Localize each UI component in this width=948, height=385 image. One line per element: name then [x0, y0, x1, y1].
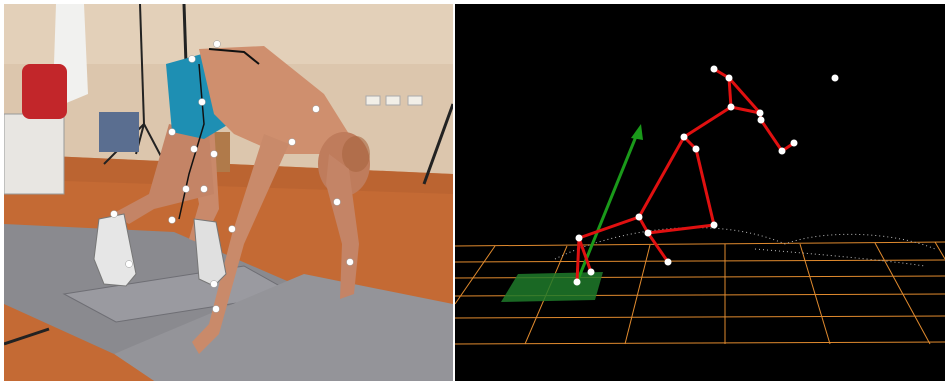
skeleton-joint — [727, 103, 735, 111]
skeleton-bone — [759, 119, 784, 152]
skeleton-joints — [573, 65, 839, 286]
skeleton-joint — [664, 258, 672, 266]
force-plate — [501, 272, 603, 302]
skeleton-joint — [710, 221, 718, 229]
skeleton-joint — [790, 139, 798, 147]
reflective-markers — [110, 40, 354, 313]
shoe-back — [193, 218, 227, 287]
skeleton-joint — [831, 74, 839, 82]
arm-left — [192, 134, 289, 354]
skeleton-bone — [575, 237, 581, 283]
mocap-scene — [455, 65, 945, 345]
skeleton-bone — [727, 77, 762, 114]
wall-socket — [407, 95, 423, 106]
athlete — [93, 46, 370, 354]
skeleton-bone — [683, 105, 732, 139]
wooden-block — [214, 132, 230, 172]
skeleton-bone — [727, 77, 733, 108]
force-plate-2 — [114, 274, 453, 381]
skeleton-joint — [725, 74, 733, 82]
motion-capture-view — [455, 4, 945, 381]
skeleton-joint — [680, 133, 688, 141]
skeleton-joint — [710, 65, 718, 73]
lab-photo — [4, 4, 453, 381]
wall-socket — [365, 95, 381, 106]
wall-socket — [385, 95, 401, 106]
chair — [99, 112, 139, 152]
skeleton-joint — [635, 213, 643, 221]
red-bag — [22, 64, 67, 119]
skeleton-bone — [637, 136, 686, 218]
skeleton-joint — [644, 229, 652, 237]
tripod-right — [182, 4, 453, 185]
skeleton-bone — [730, 105, 761, 115]
skeleton-joint — [692, 145, 700, 153]
skeleton-joint — [587, 268, 595, 276]
skeleton-joint — [756, 109, 764, 117]
photo-drawing — [4, 4, 453, 381]
skeleton-bone — [647, 223, 715, 235]
floor-strip — [4, 304, 154, 381]
skeleton-bone — [577, 237, 593, 273]
skeleton-joint — [573, 278, 581, 286]
floor-cable — [4, 327, 50, 346]
skeleton-joint — [575, 234, 583, 242]
skeleton-bone — [646, 232, 670, 263]
trajectory-2 — [754, 248, 926, 267]
skeleton-bones — [575, 67, 795, 283]
skeleton-joint — [778, 147, 786, 155]
skeleton-joint — [757, 116, 765, 124]
skeleton-bone — [694, 148, 716, 226]
force-vector-arrowhead — [631, 124, 643, 140]
skeleton-bone — [578, 215, 640, 240]
torso — [199, 46, 349, 154]
box — [4, 113, 65, 195]
shoe-front — [93, 213, 137, 287]
